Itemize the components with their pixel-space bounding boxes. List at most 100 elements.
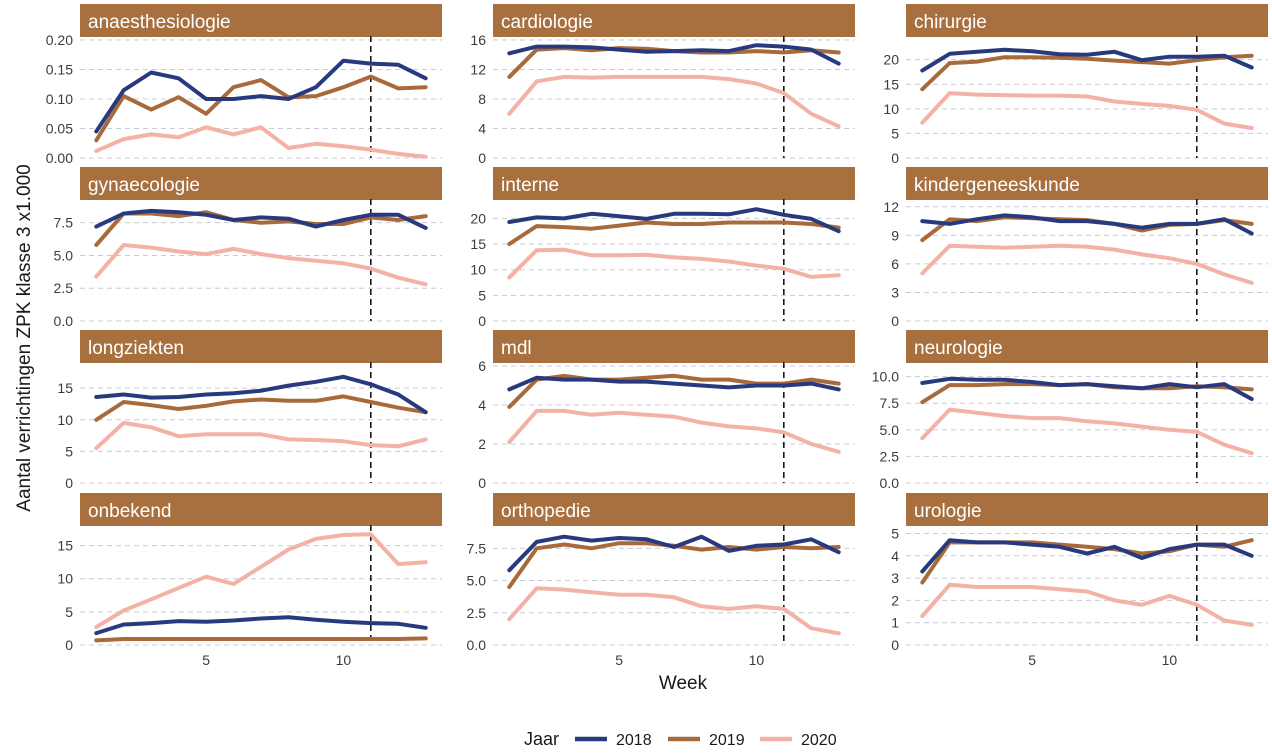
panel-neurologie: neurologie 0.0 2.5 5.0 7.5 10.0	[872, 330, 1268, 491]
y-tick-label: 10	[57, 571, 73, 587]
panel-strip	[493, 330, 855, 363]
panel-title: longziekten	[88, 338, 184, 359]
y-tick-label: 9	[891, 227, 899, 243]
series-line-2019	[94, 636, 428, 643]
panel-strip	[906, 167, 1268, 200]
y-tick-label: 0	[891, 313, 899, 329]
panel-mdl: mdl 0 2 4 6	[478, 330, 855, 491]
y-tick-label: 10	[883, 101, 899, 117]
series-line-2020	[920, 407, 1254, 456]
series-line-2018	[94, 615, 428, 636]
series-line-2018	[507, 43, 841, 66]
y-tick-label: 3	[891, 570, 899, 586]
series-line-2020	[507, 247, 841, 280]
y-tick-label: 0	[478, 313, 486, 329]
y-tick-label: 0.0	[54, 313, 74, 329]
series-line-2018	[920, 376, 1254, 401]
legend-items: 2018 2019 2020	[575, 732, 837, 749]
y-tick-label: 2.5	[54, 280, 74, 296]
y-tick-label: 15	[57, 538, 73, 554]
series-line-2018	[94, 374, 428, 415]
y-tick-label: 5.0	[467, 573, 487, 589]
panel-title: gynaecologie	[88, 175, 200, 196]
panel-title: cardiologie	[501, 12, 593, 33]
panel-strip	[906, 330, 1268, 363]
legend-label-2020: 2020	[801, 732, 837, 749]
legend-title: Jaar	[524, 729, 559, 749]
panel-title: mdl	[501, 338, 532, 359]
y-tick-label: 0.10	[46, 91, 73, 107]
panel-urologie: urologie 0 1 2 3 4 5 5 10	[891, 493, 1268, 668]
panel-onbekend: onbekend 0 5 10 15 5 10	[57, 493, 442, 668]
y-tick-label: 0	[891, 637, 899, 653]
panel-strip	[906, 493, 1268, 526]
panel-strip	[493, 167, 855, 200]
y-tick-label: 7.5	[467, 540, 487, 556]
y-tick-label: 10.0	[872, 369, 899, 385]
y-tick-label: 15	[57, 380, 73, 396]
x-tick-label: 5	[615, 652, 623, 668]
x-tick-label: 10	[1162, 652, 1178, 668]
series-line-2020	[920, 582, 1254, 627]
series-line-2018	[507, 534, 841, 573]
panel-strip	[493, 4, 855, 37]
y-tick-label: 2	[891, 592, 899, 608]
series-line-2020	[507, 408, 841, 454]
x-axis-title: Week	[659, 673, 708, 694]
panel-title: chirurgie	[914, 12, 987, 33]
panel-title: kindergeneeskunde	[914, 175, 1080, 196]
series-line-2020	[507, 74, 841, 129]
y-tick-label: 12	[883, 199, 899, 215]
y-tick-label: 4	[891, 548, 899, 564]
panel-longziekten: longziekten 0 5 10 15	[57, 330, 442, 491]
panel-strip	[80, 4, 442, 37]
series-line-2019	[507, 220, 841, 246]
panel-strip	[80, 493, 442, 526]
panel-strip	[493, 493, 855, 526]
panel-anaesthesiologie: anaesthesiologie 0.00 0.05 0.10 0.15 0.20	[46, 4, 442, 166]
series-line-2020	[94, 420, 428, 451]
panel-interne: interne 0 5 10 15 20	[470, 167, 855, 329]
legend: Jaar 2018 2019 2020	[524, 729, 837, 749]
y-tick-label: 3	[891, 284, 899, 300]
series-line-2019	[94, 74, 428, 143]
series-line-2018	[94, 208, 428, 230]
y-tick-label: 5	[478, 287, 486, 303]
y-tick-label: 7.5	[880, 395, 900, 411]
panel-title: orthopedie	[501, 501, 591, 522]
x-tick-label: 10	[336, 652, 352, 668]
panel-chirurgie: chirurgie 0 5 10 15 20	[883, 4, 1268, 166]
series-line-2020	[94, 243, 428, 287]
panel-title: neurologie	[914, 338, 1003, 359]
y-tick-label: 5	[891, 125, 899, 141]
panel-cardiologie: cardiologie 0 4 8 12 16	[470, 4, 855, 166]
series-line-2020	[920, 91, 1254, 130]
y-tick-label: 20	[470, 210, 486, 226]
y-tick-label: 15	[470, 236, 486, 252]
y-tick-label: 6	[478, 358, 486, 374]
series-line-2018	[94, 58, 428, 134]
series-line-2020	[920, 243, 1254, 285]
legend-label-2019: 2019	[709, 732, 745, 749]
panel-title: interne	[501, 175, 559, 196]
y-tick-label: 8	[478, 91, 486, 107]
panel-orthopedie: orthopedie 0.0 2.5 5.0 7.5 5 10	[467, 493, 855, 668]
panel-title: anaesthesiologie	[88, 12, 231, 33]
series-line-2020	[94, 532, 428, 630]
y-tick-label: 0	[478, 475, 486, 491]
series-line-2020	[507, 586, 841, 636]
y-axis-title: Aantal verrichtingen ZPK klasse 3 x1.000	[14, 164, 35, 511]
panel-strip	[906, 4, 1268, 37]
series-line-2018	[920, 213, 1254, 236]
series-line-2018	[507, 207, 841, 234]
x-tick-label: 5	[1028, 652, 1036, 668]
panel-strip	[80, 330, 442, 363]
panel-gynaecologie: gynaecologie 0.0 2.5 5.0 7.5	[54, 167, 442, 329]
panels-layer: anaesthesiologie0.000.050.100.150.20card…	[46, 4, 1268, 668]
y-tick-label: 0.0	[467, 637, 487, 653]
series-line-2018	[920, 47, 1254, 73]
y-tick-label: 1	[891, 615, 899, 631]
y-tick-label: 2.5	[880, 448, 900, 464]
series-line-2019	[94, 394, 428, 422]
